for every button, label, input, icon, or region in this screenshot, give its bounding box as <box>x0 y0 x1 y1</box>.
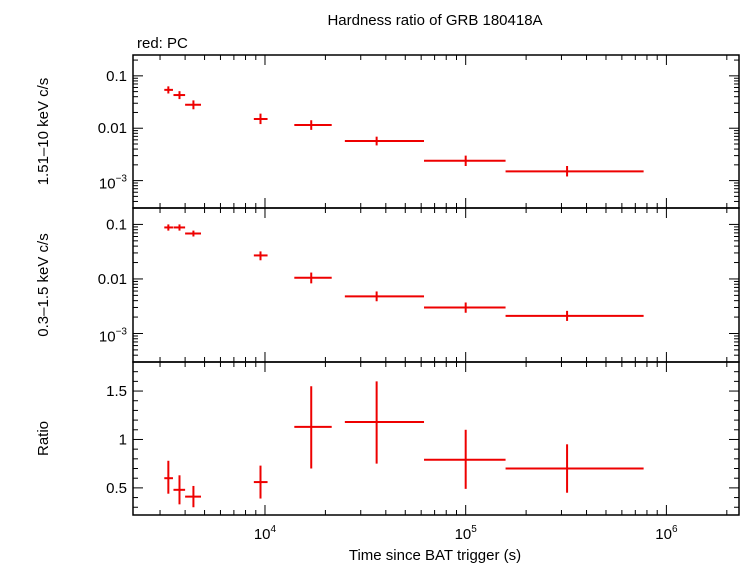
data-point <box>164 86 173 94</box>
data-point <box>164 224 173 231</box>
x-tick-label: 106 <box>655 524 678 543</box>
data-point <box>173 224 186 231</box>
y-tick-label: 0.1 <box>106 68 127 85</box>
y-tick-label: 1.5 <box>106 383 127 400</box>
panel-3-frame <box>132 361 740 516</box>
data-point <box>424 429 506 489</box>
data-point <box>505 444 644 493</box>
data-point <box>424 155 506 167</box>
data-point <box>185 100 202 110</box>
panel-3: 0.5 1 1.5 Ratio <box>35 361 740 516</box>
chart-panels: 0.1 0.01 10−3 1.51–10 keV c/s 0.1 0.01 10−3 0.3… <box>35 54 740 543</box>
data-point <box>424 302 506 313</box>
data-point <box>344 136 425 146</box>
data-point <box>294 386 332 469</box>
data-point <box>253 465 268 499</box>
panel-2: 0.1 0.01 10−3 0.3–1.5 keV c/s <box>35 207 740 363</box>
data-point <box>344 381 425 464</box>
panel-1: 0.1 0.01 10−3 1.51–10 keV c/s <box>35 54 740 209</box>
y-tick-label: 0.01 <box>98 120 127 137</box>
y-axis-label: Ratio <box>35 421 52 456</box>
data-point <box>173 475 186 505</box>
legend-label: red: PC <box>137 35 188 52</box>
x-tick-label: 104 <box>254 524 277 543</box>
y-tick-label: 0.5 <box>106 480 127 497</box>
data-point <box>253 113 268 125</box>
y-tick-label: 10−3 <box>99 326 128 345</box>
y-tick-label: 0.1 <box>106 216 127 233</box>
data-point <box>505 310 644 321</box>
data-point <box>253 251 268 261</box>
y-tick-label: 10−3 <box>99 174 128 193</box>
x-axis-label: Time since BAT trigger (s) <box>349 547 521 564</box>
y-axis-label: 0.3–1.5 keV c/s <box>35 233 52 336</box>
chart-title: Hardness ratio of GRB 180418A <box>327 12 542 29</box>
data-point <box>505 166 644 177</box>
panel-2-frame <box>132 207 740 363</box>
data-point <box>173 91 186 100</box>
y-tick-label: 0.01 <box>98 271 127 288</box>
data-point <box>294 272 332 284</box>
y-axis-label: 1.51–10 keV c/s <box>35 78 52 186</box>
data-point <box>185 230 202 237</box>
data-point <box>164 460 173 494</box>
y-tick-label: 1 <box>119 431 127 448</box>
data-point <box>294 120 332 130</box>
data-point <box>344 291 425 302</box>
panel-1-frame <box>132 54 740 209</box>
x-tick-label: 105 <box>455 524 478 543</box>
data-point <box>185 485 202 508</box>
